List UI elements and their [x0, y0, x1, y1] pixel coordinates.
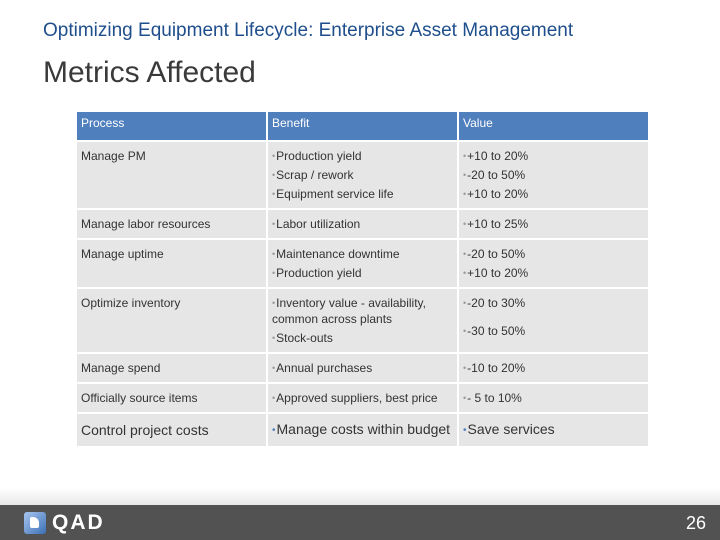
benefit-item: Stock-outs — [272, 330, 453, 346]
value-cell: -20 to 50% +10 to 20% — [457, 238, 650, 289]
table-row: Manage spend Annual purchases -10 to 20% — [75, 352, 650, 384]
value-cell: -10 to 20% — [457, 352, 650, 384]
process-cell: Officially source items — [75, 382, 268, 414]
table-row: Manage uptime Maintenance downtime Produ… — [75, 238, 650, 289]
value-item: +10 to 20% — [463, 186, 644, 202]
value-cell: Save services — [457, 412, 650, 448]
benefit-cell: Approved suppliers, best price — [266, 382, 459, 414]
metrics-table: Process Benefit Value Manage PM Producti… — [75, 110, 650, 448]
table-row: Manage labor resources Labor utilization… — [75, 208, 650, 240]
benefit-item: Annual purchases — [272, 360, 453, 376]
page-number: 26 — [685, 513, 706, 533]
table-row: Officially source items Approved supplie… — [75, 382, 650, 414]
value-cell: -20 to 30% -30 to 50% — [457, 287, 650, 354]
value-cell: +10 to 20% -20 to 50% +10 to 20% — [457, 140, 650, 210]
slide-heading: Metrics Affected — [43, 56, 256, 89]
value-item: -20 to 50% — [463, 246, 644, 262]
value-cell: - 5 to 10% — [457, 382, 650, 414]
benefit-cell: Production yield Scrap / rework Equipmen… — [266, 140, 459, 210]
footer-bar — [0, 505, 720, 540]
process-cell: Optimize inventory — [75, 287, 268, 354]
value-item: -30 to 50% — [463, 323, 644, 339]
benefit-item: Labor utilization — [272, 216, 453, 232]
header-process: Process — [75, 110, 268, 142]
process-cell: Control project costs — [75, 412, 268, 448]
footer-fade — [0, 488, 720, 505]
value-item: -10 to 20% — [463, 360, 644, 376]
qad-logo: QAD — [24, 511, 105, 534]
benefit-cell: Manage costs within budget — [266, 412, 459, 448]
value-item: Save services — [463, 421, 644, 439]
value-item: +10 to 25% — [463, 216, 644, 232]
value-item: +10 to 20% — [463, 265, 644, 281]
benefit-item: Inventory value - availability, common a… — [272, 295, 453, 327]
qad-logo-icon — [24, 512, 46, 534]
table-header-row: Process Benefit Value — [75, 110, 650, 142]
value-cell: +10 to 25% — [457, 208, 650, 240]
benefit-item: Equipment service life — [272, 186, 453, 202]
value-item: - 5 to 10% — [463, 390, 644, 406]
value-item: -20 to 50% — [463, 167, 644, 183]
benefit-item: Approved suppliers, best price — [272, 390, 453, 406]
table-row: Control project costs Manage costs withi… — [75, 412, 650, 448]
qad-logo-text: QAD — [52, 511, 105, 534]
benefit-item: Production yield — [272, 265, 453, 281]
process-cell: Manage labor resources — [75, 208, 268, 240]
header-value: Value — [457, 110, 650, 142]
value-item: -20 to 30% — [463, 295, 644, 311]
benefit-cell: Annual purchases — [266, 352, 459, 384]
benefit-item: Manage costs within budget — [272, 421, 453, 439]
benefit-cell: Inventory value - availability, common a… — [266, 287, 459, 354]
benefit-cell: Maintenance downtime Production yield — [266, 238, 459, 289]
benefit-cell: Labor utilization — [266, 208, 459, 240]
benefit-item: Scrap / rework — [272, 167, 453, 183]
value-item: +10 to 20% — [463, 148, 644, 164]
header-benefit: Benefit — [266, 110, 459, 142]
table-row: Optimize inventory Inventory value - ava… — [75, 287, 650, 354]
benefit-item: Maintenance downtime — [272, 246, 453, 262]
process-cell: Manage PM — [75, 140, 268, 210]
benefit-item: Production yield — [272, 148, 453, 164]
slide-title: Optimizing Equipment Lifecycle: Enterpri… — [43, 20, 574, 41]
table-row: Manage PM Production yield Scrap / rewor… — [75, 140, 650, 210]
process-cell: Manage spend — [75, 352, 268, 384]
process-cell: Manage uptime — [75, 238, 268, 289]
